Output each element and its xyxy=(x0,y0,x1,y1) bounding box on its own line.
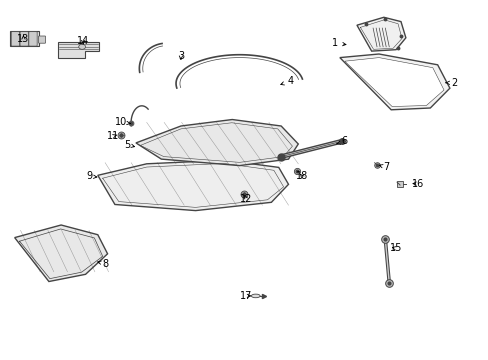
Text: 17: 17 xyxy=(239,291,252,301)
FancyBboxPatch shape xyxy=(11,32,20,46)
Text: 18: 18 xyxy=(295,171,308,181)
Text: 9: 9 xyxy=(86,171,97,181)
Text: 7: 7 xyxy=(379,162,388,172)
Polygon shape xyxy=(344,58,443,107)
FancyBboxPatch shape xyxy=(20,32,28,46)
FancyBboxPatch shape xyxy=(39,36,45,43)
Text: 8: 8 xyxy=(98,258,108,269)
Text: 10: 10 xyxy=(115,117,130,127)
Circle shape xyxy=(79,44,85,49)
Polygon shape xyxy=(98,160,288,211)
Text: 4: 4 xyxy=(280,76,293,86)
Ellipse shape xyxy=(251,294,260,298)
Polygon shape xyxy=(58,42,99,58)
Text: 2: 2 xyxy=(445,78,457,88)
Text: 12: 12 xyxy=(239,194,252,204)
Text: 1: 1 xyxy=(331,38,345,48)
Polygon shape xyxy=(15,225,107,282)
Text: 11: 11 xyxy=(107,131,120,141)
Polygon shape xyxy=(356,17,405,51)
Text: 6: 6 xyxy=(336,136,347,147)
Text: 16: 16 xyxy=(411,179,424,189)
Text: 5: 5 xyxy=(124,140,134,150)
Polygon shape xyxy=(136,120,298,166)
Text: 14: 14 xyxy=(77,36,89,46)
Polygon shape xyxy=(10,31,39,46)
Text: 15: 15 xyxy=(389,243,402,253)
FancyBboxPatch shape xyxy=(29,32,37,46)
Text: 3: 3 xyxy=(178,51,183,61)
Polygon shape xyxy=(339,54,449,110)
Text: 13: 13 xyxy=(17,34,30,44)
